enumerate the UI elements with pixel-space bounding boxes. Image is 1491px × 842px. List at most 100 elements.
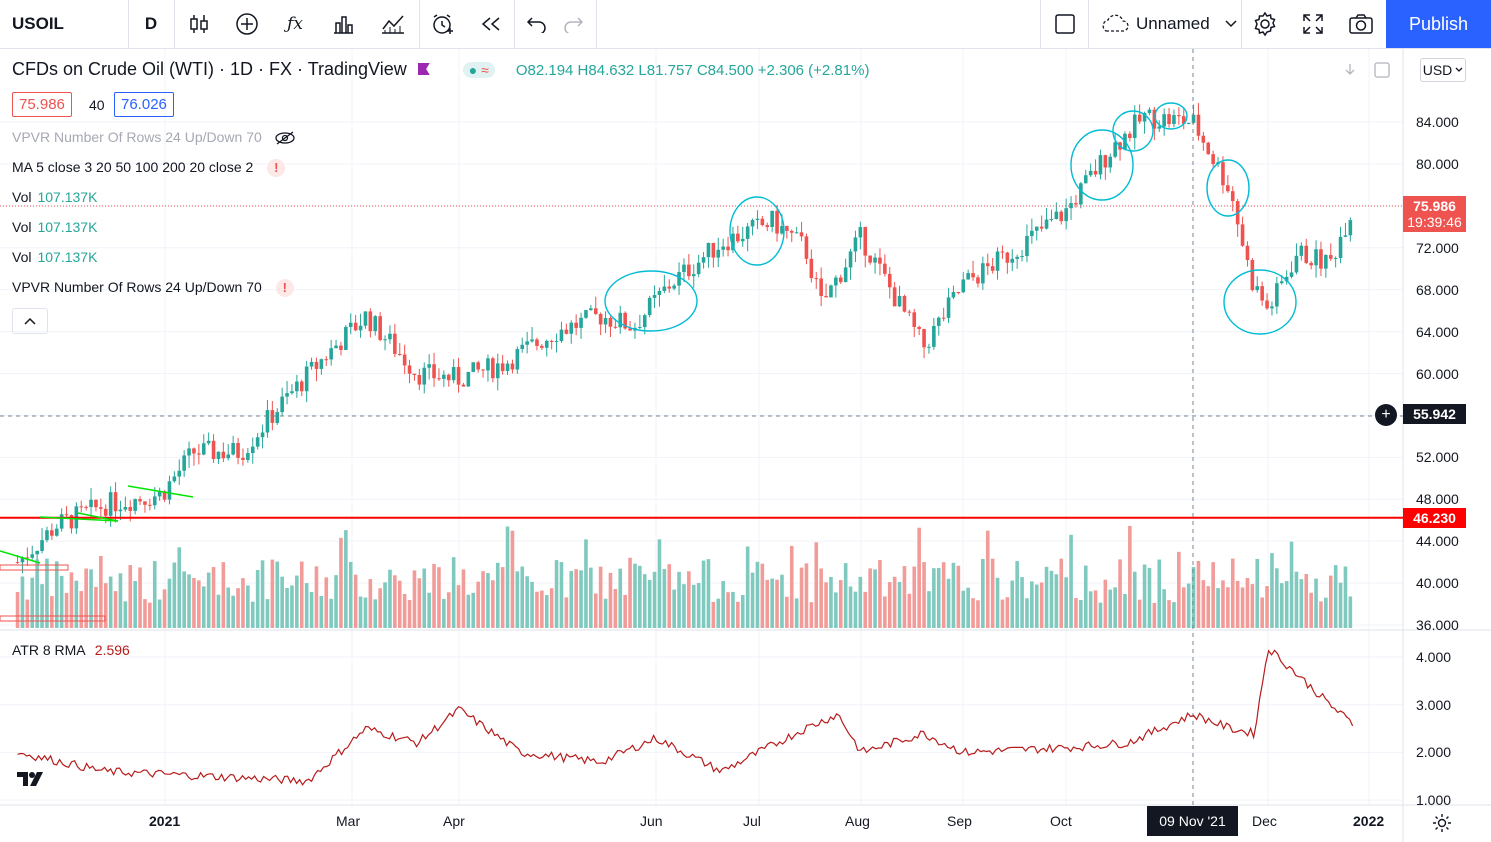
candle-body (138, 499, 142, 502)
candle-body (1039, 226, 1044, 229)
candle-body (197, 453, 201, 455)
candle-body (1128, 133, 1132, 138)
candle-body (976, 277, 980, 284)
candle-body (1304, 245, 1309, 263)
symbol-search-button[interactable]: USOIL (0, 0, 128, 48)
publish-button[interactable]: Publish (1386, 0, 1491, 48)
candle-body (985, 263, 990, 267)
indicator-row[interactable]: Vol 107.137K (12, 219, 97, 235)
buy-price-button[interactable]: 76.026 (114, 92, 174, 117)
alert-button[interactable] (420, 0, 466, 48)
volume-bar (1059, 558, 1064, 628)
indicator-row[interactable]: Vol 107.137K (12, 189, 97, 205)
indicator-row[interactable]: MA 5 close 3 20 50 100 200 20 close 2! (12, 159, 286, 177)
divider (174, 0, 175, 48)
candle-body (936, 317, 941, 326)
volume-bar (647, 580, 652, 628)
candle-body (422, 367, 427, 385)
volume-bar (936, 568, 941, 628)
snapshot-button[interactable] (1338, 0, 1384, 48)
volume-bar (579, 570, 583, 628)
interval-button[interactable]: D (129, 0, 173, 48)
volume-bar (682, 584, 686, 628)
replay-button[interactable] (468, 0, 514, 48)
volume-bar (1162, 589, 1166, 628)
volume-bar (564, 597, 569, 628)
candle-body (495, 363, 500, 379)
axis-settings-button[interactable] (1431, 812, 1453, 839)
circle-drawing (729, 196, 785, 266)
market-status-badge[interactable]: ● ≈ (462, 62, 495, 78)
sell-price-button[interactable]: 75.986 (12, 92, 72, 117)
candle-body (221, 451, 226, 459)
candle-body (20, 557, 25, 563)
volume-bar (652, 571, 657, 628)
volume-bar (491, 580, 495, 628)
candle-body (687, 264, 691, 277)
candle-body (618, 312, 623, 328)
candle-body (79, 506, 84, 508)
bar-countdown: 19:39:46 (1407, 214, 1462, 230)
restore-icon[interactable] (1372, 60, 1392, 80)
download-icon[interactable] (1340, 60, 1360, 80)
flag-icon[interactable] (417, 63, 430, 75)
indicator-label: VPVR Number Of Rows 24 Up/Down 70 (12, 129, 262, 145)
line-chart-icon (382, 15, 404, 34)
candle-body (50, 530, 54, 536)
volume-bar (775, 579, 779, 628)
tradingview-logo[interactable] (13, 764, 51, 794)
candle-body (1333, 258, 1338, 260)
indicator-row[interactable]: VPVR Number Of Rows 24 Up/Down 70! (12, 279, 294, 297)
candle-body (1064, 208, 1068, 222)
hline-price-tag: 46.230 (1403, 508, 1466, 528)
volume-bar (569, 570, 574, 628)
warning-icon[interactable]: ! (267, 159, 286, 177)
volume-bar (657, 539, 662, 628)
candle-body (505, 363, 510, 372)
chevron-down-icon (1455, 67, 1463, 72)
redo-button[interactable] (551, 0, 595, 48)
fullscreen-button[interactable] (1290, 0, 1336, 48)
candle-body (314, 361, 319, 369)
candle-body (1059, 211, 1064, 222)
settings-button[interactable] (1242, 0, 1288, 48)
volume-bar (363, 597, 368, 628)
add-alert-plus-button[interactable]: + (1375, 404, 1397, 426)
price-tick-label: 40.000 (1416, 575, 1459, 592)
volume-bar (1196, 560, 1201, 628)
chart-type-button[interactable] (176, 0, 222, 48)
compare-button[interactable] (224, 0, 270, 48)
candle-body (417, 375, 422, 385)
candle-body (1250, 260, 1255, 291)
volume-bar (84, 568, 88, 628)
indicator-row[interactable]: VPVR Number Of Rows 24 Up/Down 70 (12, 129, 296, 145)
candle-body (388, 333, 392, 340)
candle-body (437, 378, 441, 380)
candle-body (1083, 175, 1088, 184)
collapse-legend-button[interactable] (12, 308, 48, 334)
candle-body (1338, 236, 1343, 259)
volume-bar (25, 599, 30, 628)
candle-body (172, 476, 177, 482)
strategy-button[interactable] (368, 0, 418, 48)
candle-body (799, 232, 804, 237)
volume-bar (1010, 580, 1015, 628)
volume-bar (74, 580, 79, 628)
indicator-row[interactable]: Vol 107.137K (12, 249, 97, 265)
warning-icon[interactable]: ! (275, 279, 294, 297)
volume-bar (103, 583, 108, 628)
eye-off-icon[interactable] (274, 131, 296, 145)
candle-body (873, 257, 877, 263)
circle-drawing (1223, 269, 1297, 335)
fullscreen-layout-button[interactable] (1042, 0, 1088, 48)
layout-menu-button[interactable]: Unnamed (1090, 0, 1240, 48)
candle-body (1211, 154, 1215, 165)
currency-select[interactable]: USD (1420, 58, 1466, 82)
templates-button[interactable] (320, 0, 366, 48)
indicators-button[interactable]: ƒx (272, 0, 318, 48)
candle-body (1152, 109, 1157, 129)
undo-button[interactable] (515, 0, 559, 48)
candle-body (1088, 170, 1093, 176)
volume-bar (613, 589, 618, 628)
